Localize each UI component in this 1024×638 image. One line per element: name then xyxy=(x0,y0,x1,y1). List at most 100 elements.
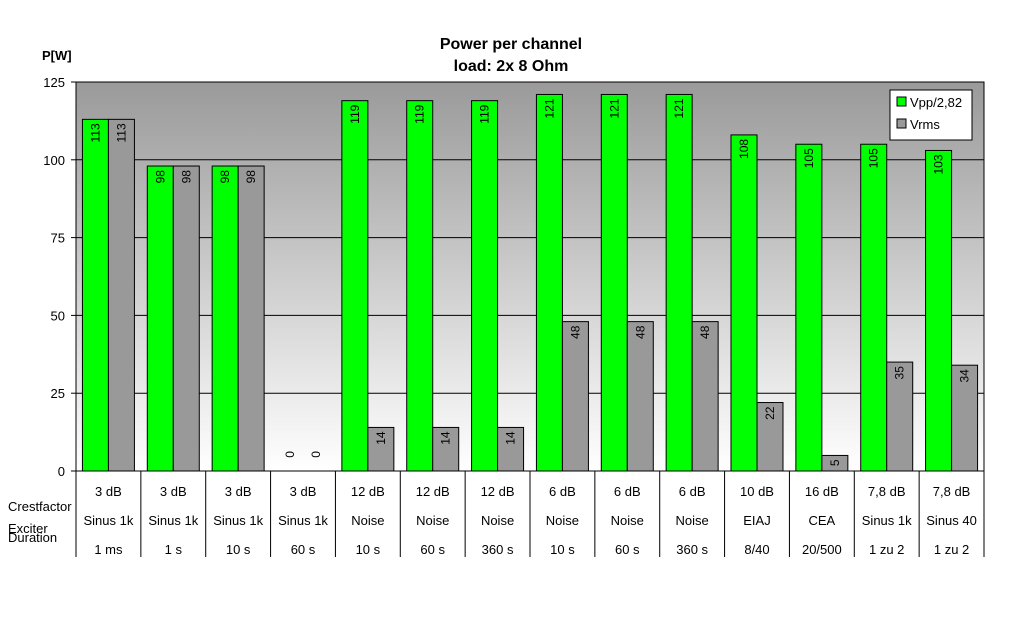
category-label: Noise xyxy=(611,513,644,528)
bar-vpp xyxy=(341,100,369,472)
y-tick-label: 25 xyxy=(51,386,65,401)
data-label: 119 xyxy=(348,104,362,123)
category-label: Noise xyxy=(481,513,514,528)
legend-swatch xyxy=(896,96,907,107)
bar-vpp xyxy=(146,165,174,472)
category-label: 12 dB xyxy=(351,484,385,499)
category-label: 7,8 dB xyxy=(868,484,906,499)
category-label: Sinus 1k xyxy=(278,513,328,528)
data-label: 34 xyxy=(958,369,972,383)
category-label: 8/40 xyxy=(744,542,769,557)
chart-subtitle: load: 2x 8 Ohm xyxy=(454,58,569,75)
category-label: 6 dB xyxy=(679,484,706,499)
category-label: 3 dB xyxy=(225,484,252,499)
bar-vrms xyxy=(237,165,265,472)
table-row-label: Duration xyxy=(8,530,57,545)
data-label: 119 xyxy=(413,104,427,123)
category-label: 6 dB xyxy=(549,484,576,499)
data-label: 14 xyxy=(374,431,388,445)
bar-vpp xyxy=(471,100,499,472)
bar-vrms xyxy=(886,361,914,472)
bar-vrms xyxy=(107,118,135,472)
bar-vpp xyxy=(600,93,628,472)
legend-label: Vrms xyxy=(910,117,940,132)
category-label: 16 dB xyxy=(805,484,839,499)
bar-vrms xyxy=(756,402,784,472)
data-label: 0 xyxy=(309,451,323,458)
y-tick-label: 125 xyxy=(43,75,65,90)
y-tick-label: 0 xyxy=(58,464,65,479)
y-axis-label: P[W] xyxy=(42,48,72,63)
bar-vpp xyxy=(211,165,239,472)
category-label: 12 dB xyxy=(481,484,515,499)
category-label: 1 ms xyxy=(94,542,123,557)
table-row-label: Crestfactor xyxy=(8,499,72,514)
category-label: 360 s xyxy=(482,542,514,557)
bar-vrms xyxy=(172,165,200,472)
category-label: Sinus 1k xyxy=(83,513,133,528)
bar-vpp xyxy=(535,93,563,472)
bar-vpp xyxy=(795,143,823,472)
category-label: Noise xyxy=(351,513,384,528)
data-label: 0 xyxy=(283,451,297,458)
data-label: 35 xyxy=(893,366,907,380)
bar-vrms xyxy=(691,321,719,472)
y-tick-label: 75 xyxy=(51,231,65,246)
category-label: Sinus 1k xyxy=(148,513,198,528)
category-label: 1 s xyxy=(165,542,183,557)
category-label: 7,8 dB xyxy=(933,484,971,499)
chart-title: Power per channel xyxy=(440,36,582,53)
category-label: 6 dB xyxy=(614,484,641,499)
category-label: 3 dB xyxy=(95,484,122,499)
data-label: 48 xyxy=(568,325,582,339)
category-label: 360 s xyxy=(676,542,708,557)
category-label: 60 s xyxy=(420,542,445,557)
data-label: 22 xyxy=(763,406,777,420)
data-label: 98 xyxy=(244,170,258,184)
bar-vrms xyxy=(951,364,979,472)
data-label: 108 xyxy=(737,139,751,159)
bar-vrms xyxy=(367,426,395,472)
data-label: 48 xyxy=(633,325,647,339)
category-label: 12 dB xyxy=(416,484,450,499)
category-label: 1 zu 2 xyxy=(869,542,904,557)
category-label: Sinus 40 xyxy=(926,513,977,528)
legend: Vpp/2,82 Vrms xyxy=(889,89,973,141)
data-label: 103 xyxy=(932,154,946,174)
data-label: 98 xyxy=(179,170,193,184)
data-label: 105 xyxy=(867,148,881,168)
category-label: 10 s xyxy=(356,542,381,557)
bar-vpp xyxy=(665,93,693,472)
data-label: 121 xyxy=(542,98,556,118)
y-tick-label: 50 xyxy=(51,308,65,323)
bar-vrms xyxy=(497,426,525,472)
category-label: Sinus 1k xyxy=(862,513,912,528)
bar-vrms xyxy=(626,321,654,472)
data-label: 113 xyxy=(88,123,102,142)
category-label: 3 dB xyxy=(290,484,317,499)
category-label: Noise xyxy=(676,513,709,528)
data-label: 14 xyxy=(504,431,518,445)
data-label: 121 xyxy=(672,98,686,118)
category-label: 1 zu 2 xyxy=(934,542,969,557)
bar-vpp xyxy=(81,118,109,472)
category-label: EIAJ xyxy=(743,513,770,528)
data-label: 48 xyxy=(698,325,712,339)
data-label: 121 xyxy=(607,98,621,118)
data-label: 113 xyxy=(114,123,128,142)
bar-vpp xyxy=(860,143,888,472)
bar-vpp xyxy=(730,134,758,472)
legend-swatch xyxy=(896,118,907,129)
category-label: CEA xyxy=(808,513,835,528)
data-label: 98 xyxy=(218,170,232,184)
category-label: 60 s xyxy=(291,542,316,557)
category-label: 10 s xyxy=(550,542,575,557)
data-label: 5 xyxy=(828,459,842,466)
bar-vrms xyxy=(561,321,589,472)
category-label: 10 dB xyxy=(740,484,774,499)
category-label: Noise xyxy=(546,513,579,528)
bar-vrms xyxy=(821,454,849,472)
legend-label: Vpp/2,82 xyxy=(910,95,962,110)
y-tick-label: 100 xyxy=(43,153,65,168)
